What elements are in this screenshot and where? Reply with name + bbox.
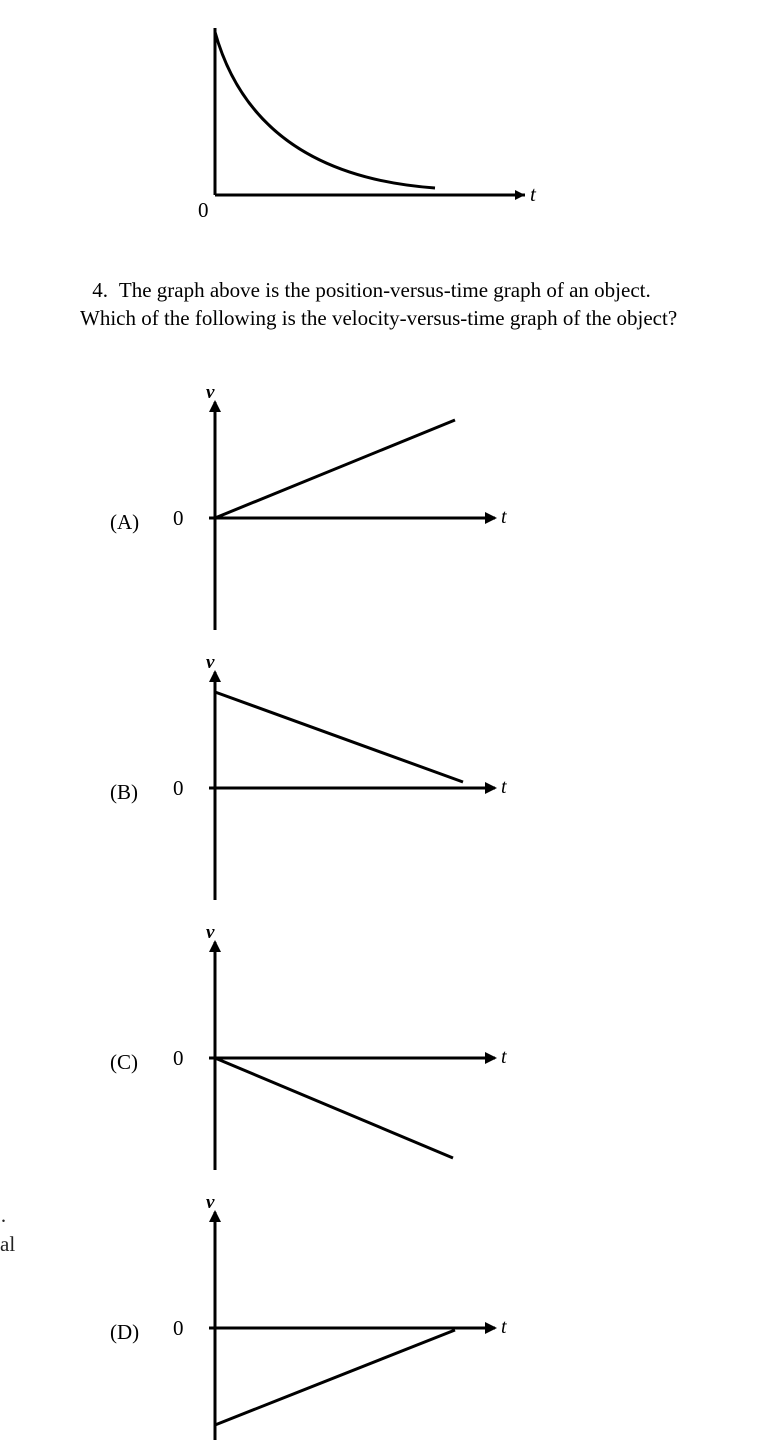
choice-origin-label: 0: [173, 1316, 184, 1341]
choice-origin-label: 0: [173, 776, 184, 801]
choice-label: (D): [110, 1320, 139, 1345]
top-origin-label: 0: [198, 198, 209, 223]
question-graph-svg: [200, 20, 540, 220]
choice-graph-svg: [195, 1200, 525, 1446]
page: 0 t 4. The graph above is the position-v…: [0, 0, 776, 1446]
choice-origin-label: 0: [173, 1046, 184, 1071]
question-graph: 0 t: [200, 20, 540, 220]
question-number: 4.: [80, 276, 108, 304]
choice-label: (A): [110, 510, 139, 535]
question-text: The graph above is the position-versus-t…: [80, 278, 677, 330]
choice-graph-svg: [195, 930, 525, 1190]
edge-al: al: [0, 1232, 15, 1256]
choice-origin-label: 0: [173, 506, 184, 531]
choice-graph-svg: [195, 660, 525, 920]
edge-dot: ·: [0, 1210, 7, 1233]
choice-graph-svg: [195, 390, 525, 650]
page-edge-fragment: · al: [0, 1210, 20, 1256]
question-text-block: 4. The graph above is the position-versu…: [80, 276, 690, 333]
choice-label: (C): [110, 1050, 138, 1075]
top-x-axis-label: t: [530, 182, 536, 207]
choice-label: (B): [110, 780, 138, 805]
